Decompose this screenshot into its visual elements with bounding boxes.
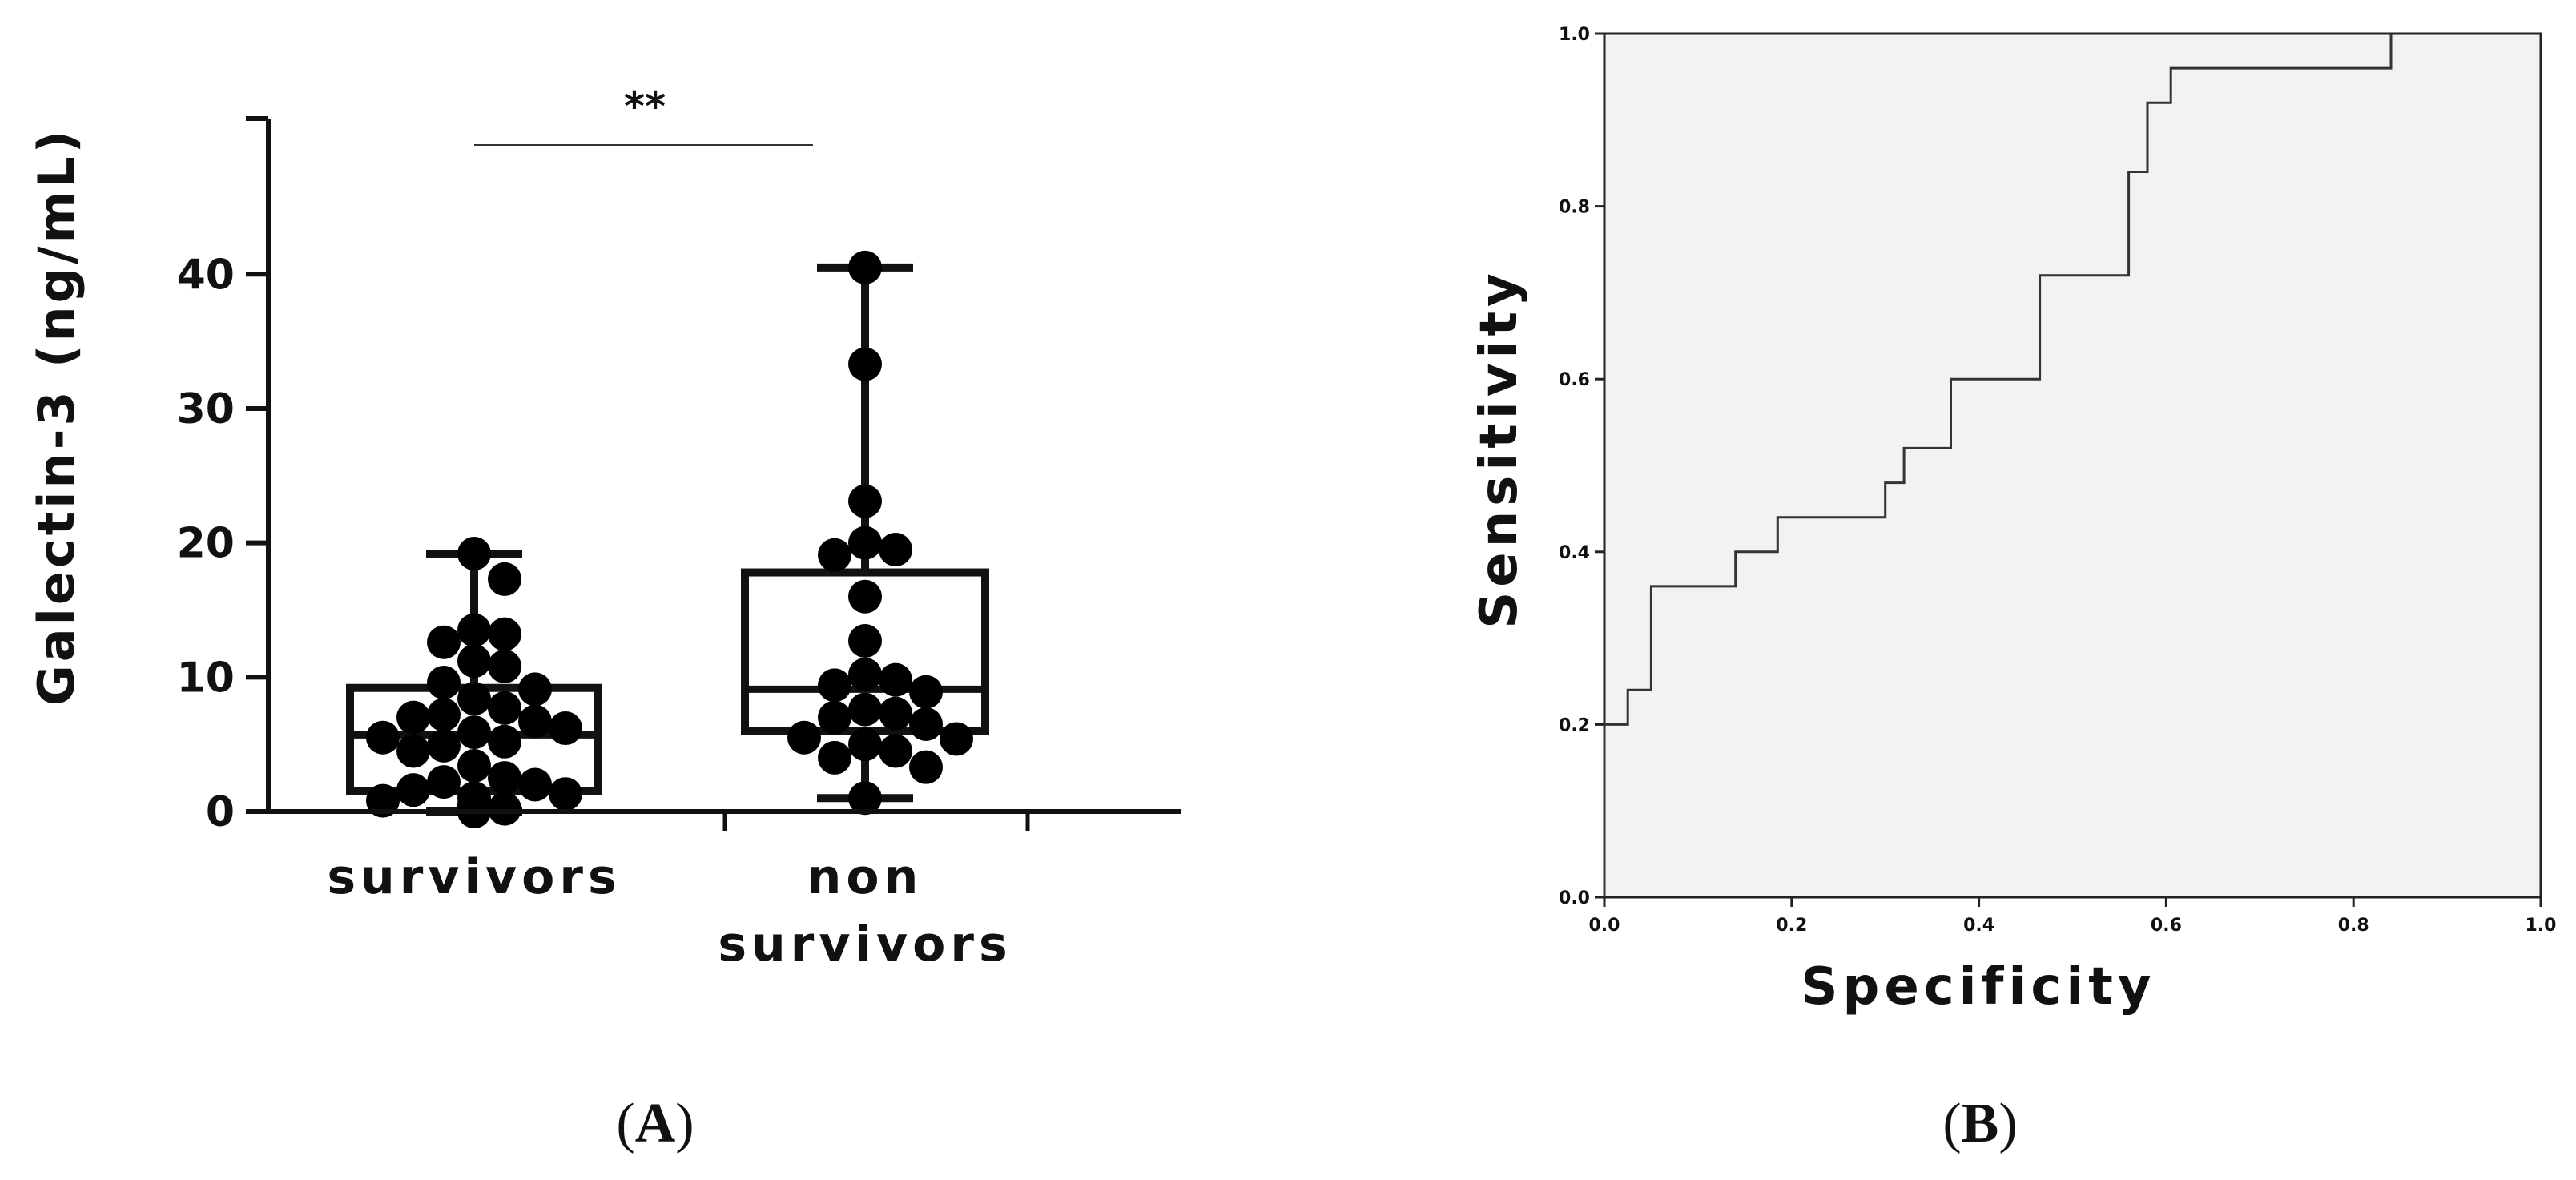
data-point	[879, 533, 912, 567]
y-tick-label: 20	[177, 520, 235, 568]
panel-b-roc: 0.0 0.2 0.4 0.6 0.8 1.0 0.0 0.2 0.4 0.6 0.8 1.0 Sp…	[1470, 25, 2556, 1154]
data-point	[549, 777, 582, 812]
data-point	[848, 727, 882, 762]
roc-curve	[1603, 34, 2393, 897]
y-tick-label: 0	[206, 788, 235, 836]
data-point	[848, 250, 882, 284]
y-tick-labels: 0.0 0.2 0.4 0.6 0.8 1.0	[1559, 25, 1590, 908]
x-tick-label: 0.6	[2151, 916, 2182, 936]
y-tick-label: 0.8	[1559, 198, 1590, 218]
data-point	[488, 691, 521, 725]
data-point	[427, 728, 461, 763]
data-point	[457, 613, 491, 647]
data-point	[457, 748, 491, 783]
data-point	[848, 347, 882, 381]
y-tick-label: 1.0	[1559, 25, 1590, 45]
data-point	[848, 579, 882, 614]
data-point	[549, 711, 582, 746]
data-point	[518, 704, 552, 739]
y-tick-label: 40	[177, 251, 235, 299]
panel-label-a: (A)	[616, 1093, 694, 1154]
significance-marker: **	[624, 83, 666, 130]
data-point	[818, 668, 851, 703]
data-point	[396, 700, 430, 735]
data-point	[457, 715, 491, 750]
y-tick-label: 0.4	[1559, 543, 1590, 563]
data-point	[787, 720, 821, 755]
y-axis-label: Sensitivity	[1470, 268, 1529, 629]
data-point	[396, 734, 430, 768]
y-tick-label: 0.6	[1559, 370, 1590, 390]
data-point	[457, 644, 491, 679]
data-point	[909, 750, 943, 784]
data-point	[879, 696, 912, 731]
y-tick-label: 0.0	[1559, 888, 1590, 908]
data-point	[518, 672, 552, 707]
data-point	[848, 484, 882, 518]
data-point	[457, 682, 491, 716]
y-tick-label: 10	[177, 654, 235, 702]
point-group	[366, 250, 973, 828]
data-point	[848, 657, 882, 691]
x-axis-label: Specificity	[1801, 957, 2155, 1017]
data-point	[488, 617, 521, 651]
x-tick-label: 0.8	[2338, 916, 2369, 936]
data-point	[457, 537, 491, 571]
data-point	[488, 761, 521, 795]
data-point	[396, 773, 430, 807]
y-tick-labels: 0 10 20 30 40	[177, 251, 235, 836]
data-point	[879, 662, 912, 697]
data-point	[488, 724, 521, 759]
plot-area	[1603, 32, 2542, 899]
x-category-label: survivors	[718, 916, 1012, 973]
x-tick-labels: 0.0 0.2 0.4 0.6 0.8 1.0	[1589, 916, 2557, 936]
panel-a-boxplot: 0 10 20 30 40 survivors non survivors Galectin…	[27, 83, 1181, 1154]
data-point	[909, 707, 943, 742]
x-tick-label: 0.0	[1589, 916, 1620, 936]
tick-marks	[1595, 32, 2542, 907]
x-tick-label: 0.4	[1963, 916, 1994, 936]
x-category-label: non	[807, 849, 924, 905]
data-point	[818, 740, 851, 775]
y-tick-label: 30	[177, 385, 235, 433]
data-point	[848, 781, 882, 816]
panel-a-axes	[246, 116, 1181, 831]
data-point	[940, 722, 973, 756]
data-point	[488, 649, 521, 683]
data-point	[427, 625, 461, 659]
x-tick-label: 0.2	[1776, 916, 1807, 936]
data-point	[818, 538, 851, 572]
data-point	[848, 624, 882, 658]
data-point	[818, 700, 851, 735]
x-category-labels: survivors non survivors	[327, 849, 1012, 973]
data-point	[518, 767, 552, 802]
data-point	[427, 698, 461, 732]
significance-annotation: **	[474, 83, 813, 146]
data-point	[879, 734, 912, 768]
data-point	[848, 526, 882, 560]
data-point	[366, 720, 400, 755]
y-axis-label: Galectin-3 (ng/mL)	[27, 127, 86, 706]
y-tick-label: 0.2	[1559, 715, 1590, 735]
data-point	[909, 675, 943, 709]
x-tick-label: 1.0	[2526, 916, 2557, 936]
panel-label-b: (B)	[1942, 1093, 2017, 1154]
x-category-label: survivors	[327, 849, 621, 905]
data-point	[488, 791, 521, 826]
data-point	[427, 666, 461, 700]
data-point	[427, 765, 461, 799]
data-point	[488, 562, 521, 596]
data-point	[848, 692, 882, 727]
